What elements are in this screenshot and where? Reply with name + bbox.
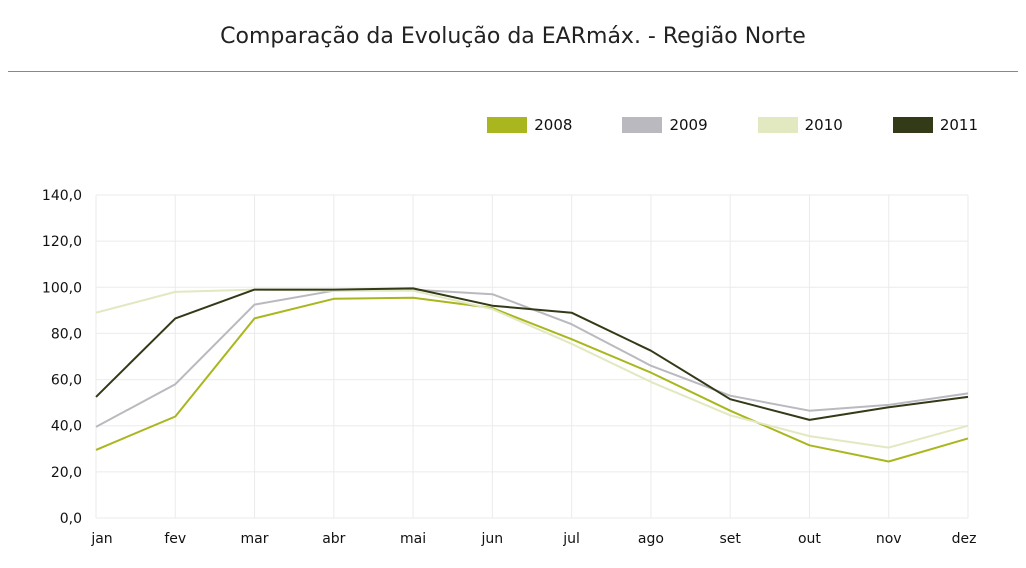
- legend: 2008 2009 2010 2011: [487, 116, 978, 134]
- series-line-2010: [95, 288, 969, 449]
- title-divider: [8, 71, 1018, 72]
- legend-swatch: [892, 117, 933, 133]
- legend-label: 2008: [534, 116, 573, 134]
- x-tick-label: mai: [400, 531, 426, 547]
- legend-label: 2010: [804, 116, 843, 134]
- y-tick-label: 120,0: [42, 234, 82, 250]
- legend-item-2010: 2010: [757, 116, 843, 134]
- x-axis-ticks: jan fev mar abr mai jun jul ago set out nov dez: [90, 531, 976, 547]
- x-tick-label: jan: [90, 531, 112, 547]
- x-tick-label: dez: [952, 531, 977, 547]
- x-tick-label: fev: [164, 531, 186, 547]
- y-tick-label: 140,0: [42, 188, 82, 204]
- x-tick-label: abr: [322, 531, 345, 547]
- x-tick-label: ago: [638, 531, 664, 547]
- series-line-2008: [95, 296, 969, 463]
- grid: [95, 194, 969, 519]
- x-tick-label: out: [798, 531, 821, 547]
- y-tick-label: 80,0: [51, 326, 82, 342]
- x-tick-label: mar: [241, 531, 269, 547]
- y-tick-label: 20,0: [51, 465, 82, 481]
- legend-label: 2011: [939, 116, 978, 134]
- legend-swatch: [622, 117, 663, 133]
- legend-item-2009: 2009: [622, 116, 708, 134]
- legend-item-2008: 2008: [487, 116, 572, 134]
- legend-label: 2009: [669, 116, 708, 134]
- legend-item-2011: 2011: [892, 116, 978, 134]
- series-lines: [95, 287, 969, 463]
- y-tick-label: 0,0: [60, 511, 82, 527]
- y-tick-label: 100,0: [42, 280, 82, 296]
- y-tick-label: 60,0: [51, 373, 82, 389]
- x-tick-label: set: [719, 531, 741, 547]
- x-tick-label: jul: [562, 531, 580, 547]
- legend-swatch: [757, 117, 798, 133]
- x-tick-label: nov: [876, 531, 902, 547]
- x-tick-label: jun: [481, 531, 504, 547]
- chart-title: Comparação da Evolução da EARmáx. - Regi…: [220, 24, 806, 49]
- series-line-2011: [95, 287, 969, 421]
- y-tick-label: 40,0: [51, 419, 82, 435]
- y-axis-ticks: 0,0 20,0 40,0 60,0 80,0 100,0 120,0 140,0: [42, 188, 82, 527]
- legend-swatch: [487, 117, 528, 133]
